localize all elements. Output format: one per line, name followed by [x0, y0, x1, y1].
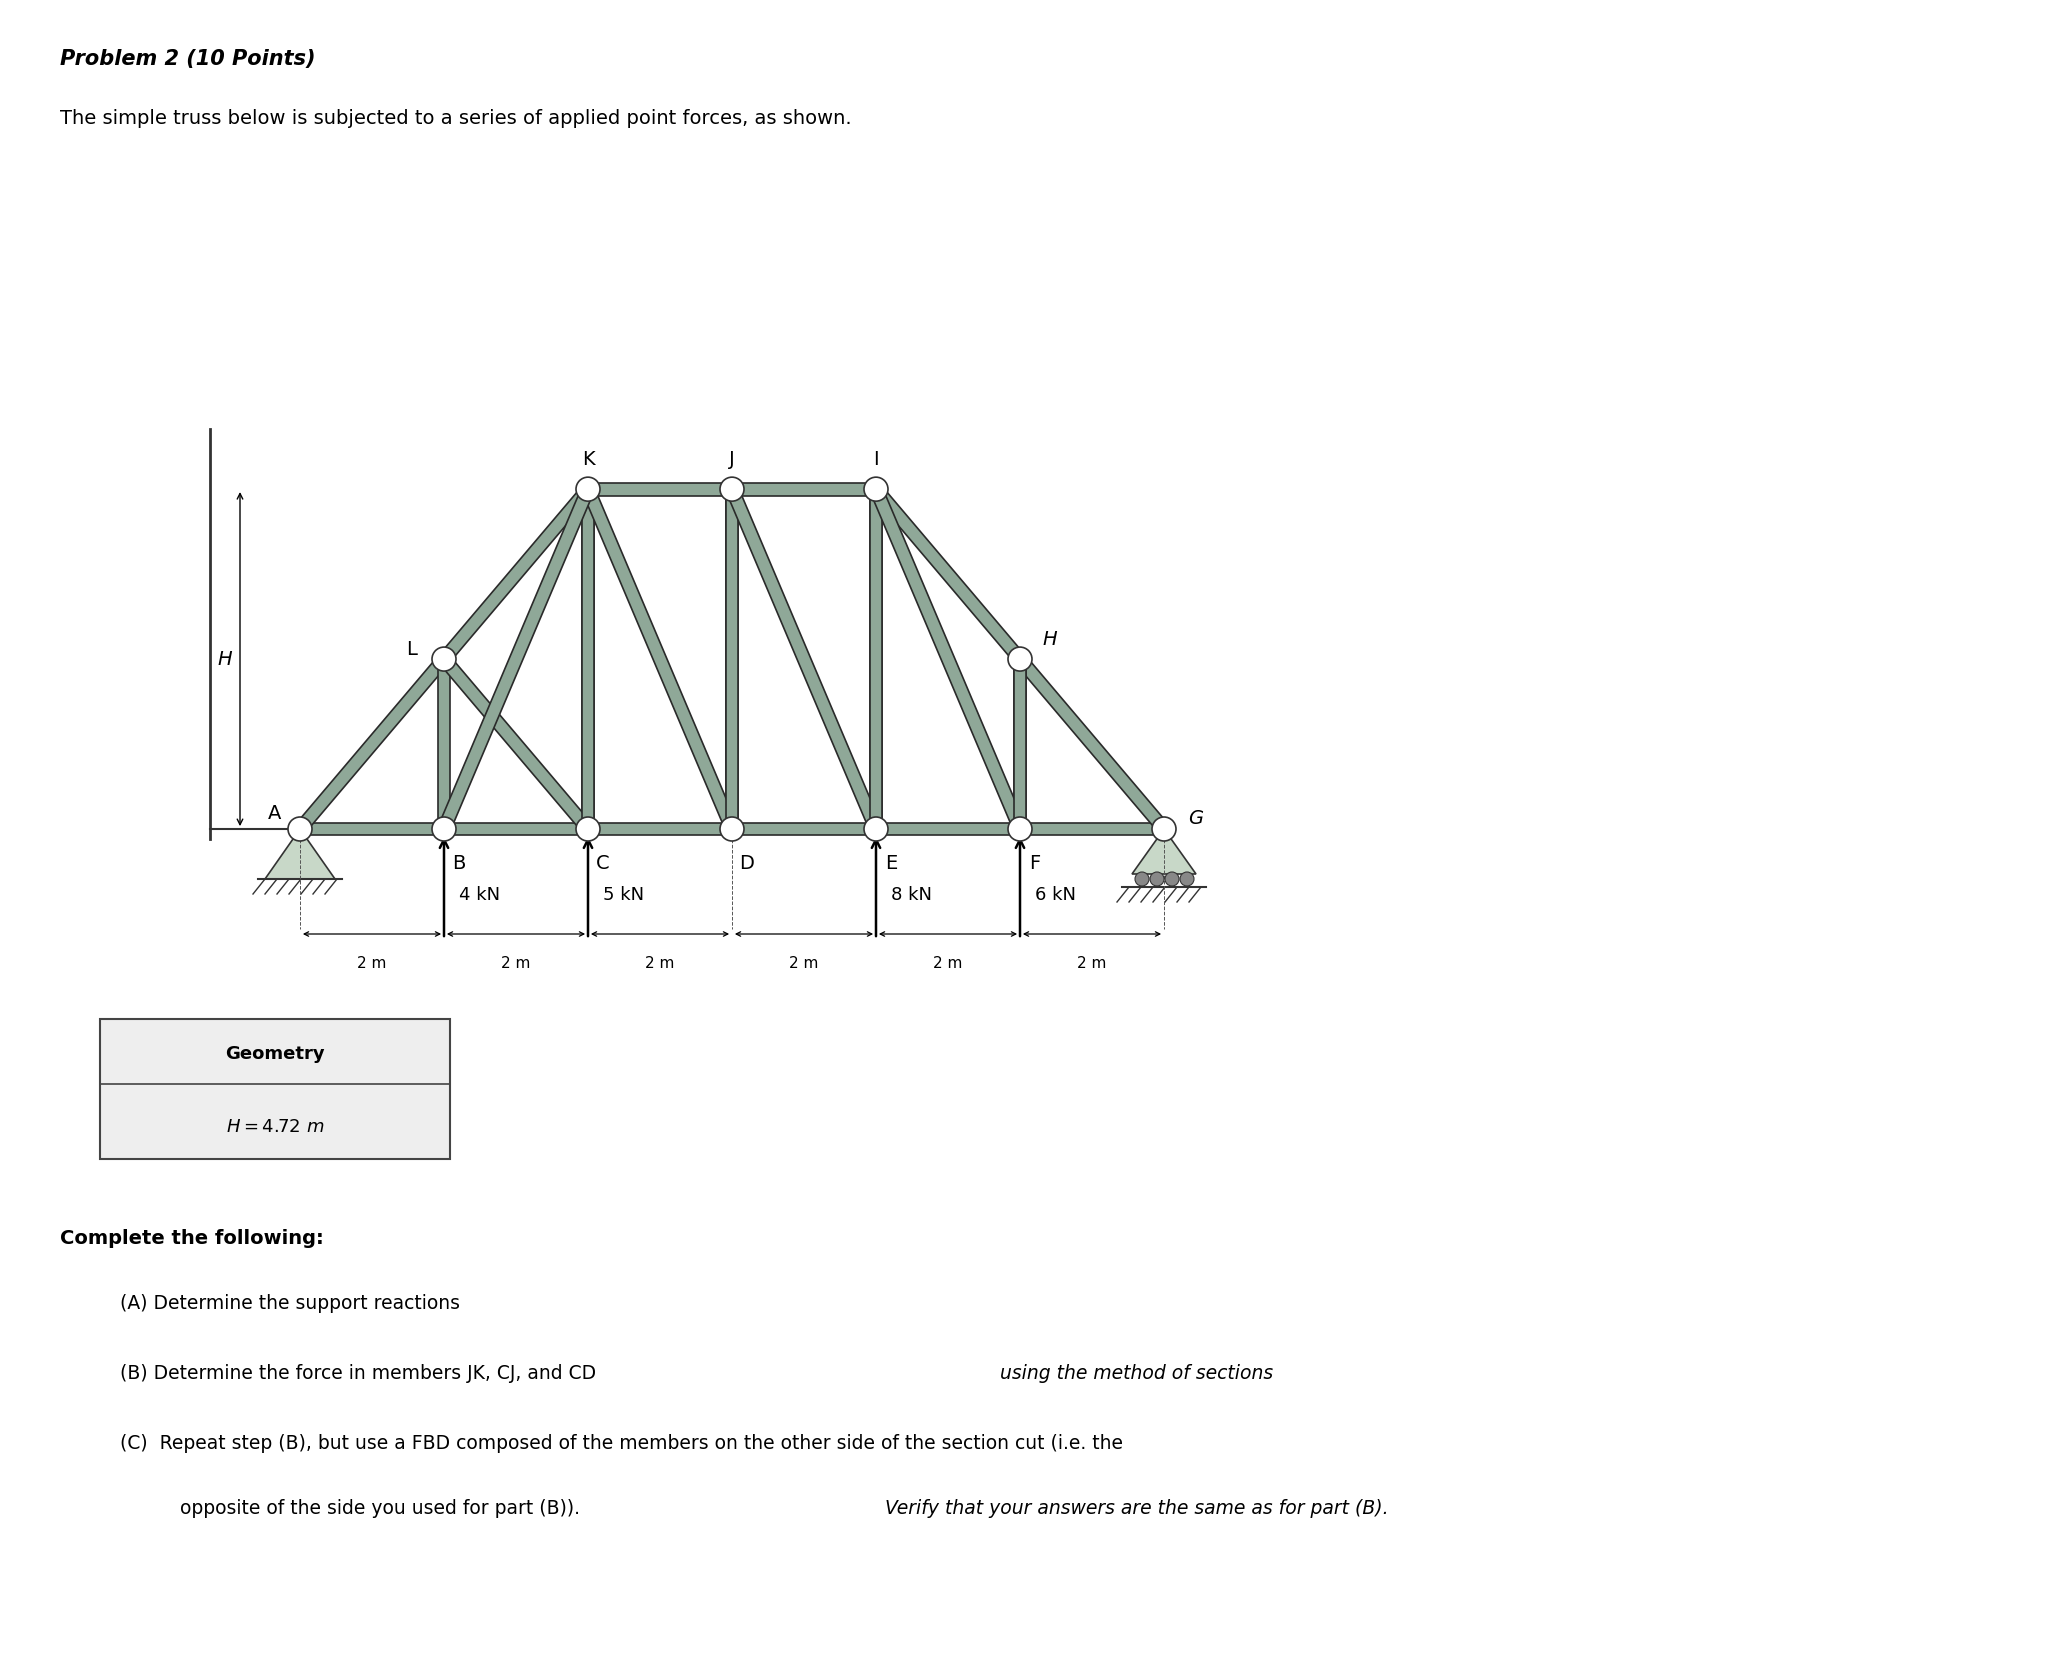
Circle shape: [1152, 818, 1176, 841]
Polygon shape: [1013, 660, 1027, 829]
Polygon shape: [301, 823, 444, 836]
Text: 4 kN: 4 kN: [458, 887, 499, 903]
Text: opposite of the side you used for part (B)).: opposite of the side you used for part (…: [180, 1499, 591, 1518]
Polygon shape: [870, 489, 882, 829]
Text: 2 m: 2 m: [501, 955, 530, 970]
Text: D: D: [739, 855, 755, 873]
Polygon shape: [726, 487, 882, 831]
Text: (C)  Repeat step (B), but use a FBD composed of the members on the other side of: (C) Repeat step (B), but use a FBD compo…: [121, 1434, 1123, 1452]
Text: K: K: [581, 450, 593, 468]
Text: using the method of sections: using the method of sections: [1000, 1363, 1273, 1383]
Polygon shape: [581, 489, 595, 829]
Text: 6 kN: 6 kN: [1035, 887, 1076, 903]
Polygon shape: [440, 655, 593, 833]
Text: 2 m: 2 m: [358, 955, 387, 970]
Polygon shape: [726, 489, 739, 829]
Circle shape: [1136, 871, 1150, 887]
Circle shape: [432, 646, 456, 672]
Text: C: C: [595, 855, 610, 873]
Text: Complete the following:: Complete the following:: [59, 1229, 323, 1247]
Text: Geometry: Geometry: [225, 1044, 325, 1063]
Text: Problem 2 (10 Points): Problem 2 (10 Points): [59, 49, 315, 69]
Circle shape: [432, 818, 456, 841]
Polygon shape: [1015, 655, 1168, 833]
Polygon shape: [266, 829, 336, 880]
Text: (B) Determine the force in members JK, CJ, and CD: (B) Determine the force in members JK, C…: [121, 1363, 602, 1383]
Circle shape: [577, 477, 599, 500]
Text: 8 kN: 8 kN: [890, 887, 933, 903]
Circle shape: [720, 477, 745, 500]
Circle shape: [720, 818, 745, 841]
Polygon shape: [587, 482, 732, 495]
Text: The simple truss below is subjected to a series of applied point forces, as show: The simple truss below is subjected to a…: [59, 109, 851, 128]
Text: A: A: [268, 804, 282, 823]
Text: $H = 4.72$ m: $H = 4.72$ m: [225, 1118, 323, 1137]
Polygon shape: [438, 487, 593, 831]
Polygon shape: [444, 823, 587, 836]
Polygon shape: [870, 487, 1025, 831]
Circle shape: [1181, 871, 1195, 887]
Polygon shape: [581, 487, 739, 831]
Polygon shape: [581, 489, 595, 829]
Circle shape: [863, 477, 888, 500]
Text: 2 m: 2 m: [790, 955, 818, 970]
Polygon shape: [876, 823, 1021, 836]
Text: B: B: [452, 855, 466, 873]
Text: J: J: [728, 450, 735, 468]
Text: H: H: [217, 650, 233, 668]
Text: 5 kN: 5 kN: [604, 887, 644, 903]
Polygon shape: [726, 489, 739, 829]
Text: 2 m: 2 m: [644, 955, 675, 970]
Polygon shape: [295, 655, 448, 833]
Text: G: G: [1189, 809, 1203, 828]
Text: L: L: [407, 640, 417, 658]
Polygon shape: [1131, 829, 1197, 875]
Circle shape: [577, 818, 599, 841]
Polygon shape: [587, 823, 732, 836]
Text: 2 m: 2 m: [933, 955, 964, 970]
Text: F: F: [1029, 855, 1041, 873]
Circle shape: [863, 818, 888, 841]
Circle shape: [1150, 871, 1164, 887]
Polygon shape: [438, 660, 450, 829]
Text: I: I: [874, 450, 880, 468]
Polygon shape: [872, 485, 1025, 663]
Polygon shape: [732, 823, 876, 836]
Polygon shape: [1013, 660, 1027, 829]
Polygon shape: [732, 482, 876, 495]
FancyBboxPatch shape: [100, 1019, 450, 1159]
Circle shape: [1009, 646, 1031, 672]
Circle shape: [288, 818, 311, 841]
Text: E: E: [884, 855, 896, 873]
Text: H: H: [1043, 630, 1058, 648]
Polygon shape: [870, 489, 882, 829]
Text: (A) Determine the support reactions: (A) Determine the support reactions: [121, 1295, 460, 1313]
Circle shape: [1009, 818, 1031, 841]
Polygon shape: [1021, 823, 1164, 836]
Circle shape: [1164, 871, 1178, 887]
Text: Verify that your answers are the same as for part (B).: Verify that your answers are the same as…: [886, 1499, 1389, 1518]
Polygon shape: [440, 485, 593, 663]
Text: 2 m: 2 m: [1078, 955, 1107, 970]
